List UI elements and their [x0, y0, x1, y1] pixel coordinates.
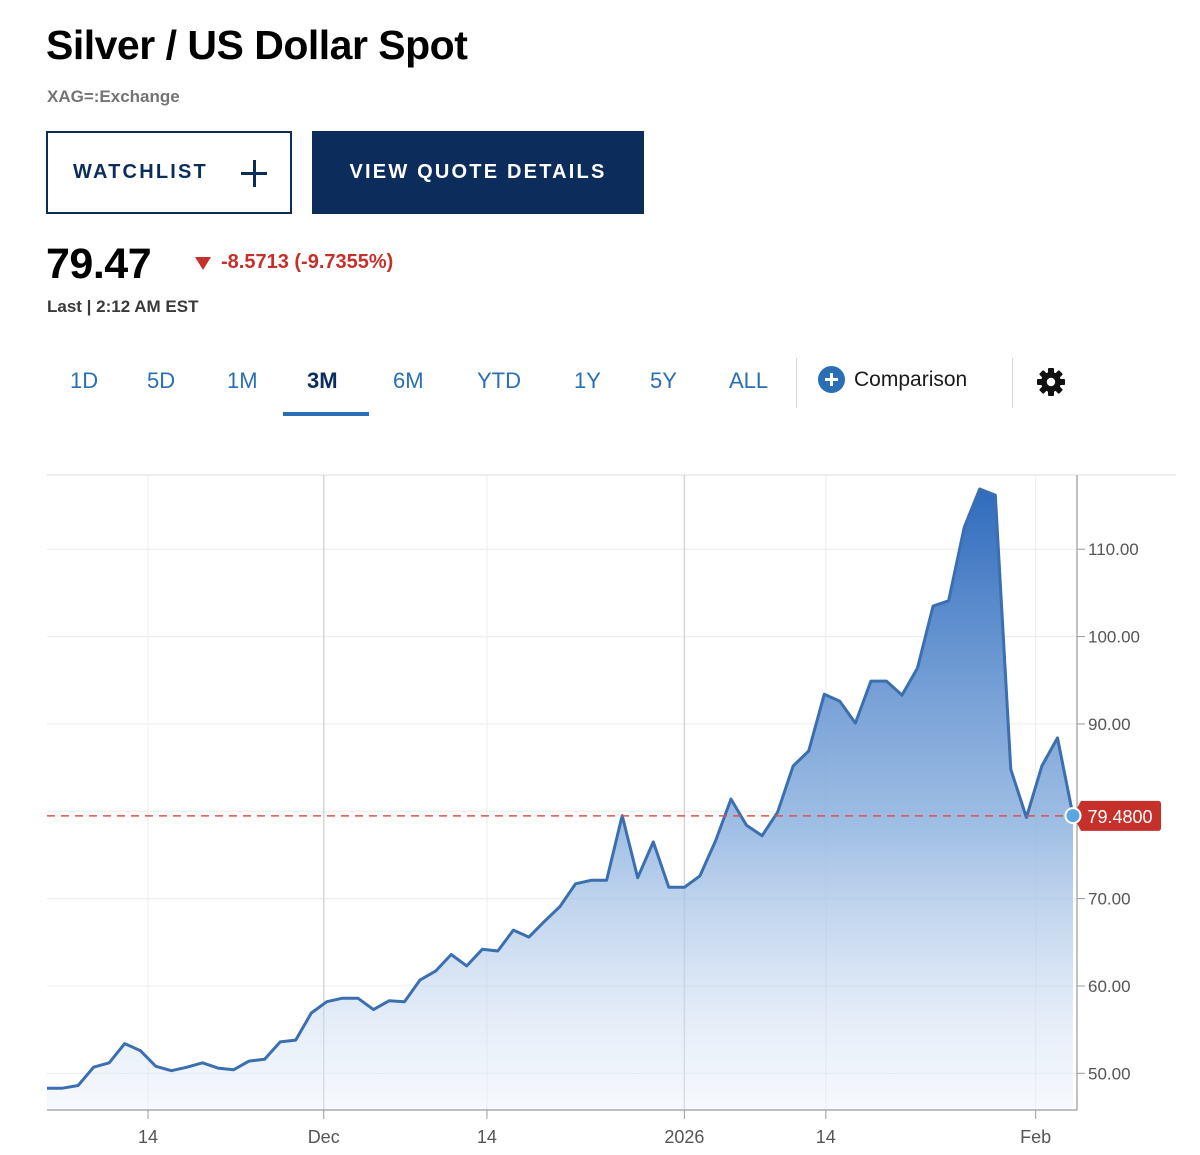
gear-icon[interactable] — [1035, 366, 1067, 398]
last-price: 79.47 — [46, 240, 152, 288]
x-tick-label: 2026 — [664, 1127, 704, 1147]
last-value-tag-bg — [1073, 800, 1161, 831]
watchlist-button[interactable]: WATCHLIST — [46, 131, 292, 214]
tab-ytd[interactable]: YTD — [477, 368, 521, 393]
x-tick-label: Feb — [1020, 1127, 1051, 1147]
y-tick-label: 70.00 — [1088, 890, 1131, 909]
comparison-button[interactable]: Comparison — [818, 366, 967, 393]
price-line — [47, 487, 1075, 1090]
chart-axes — [47, 475, 1085, 1119]
x-tick-label: 14 — [477, 1127, 497, 1147]
comparison-label: Comparison — [854, 367, 968, 391]
active-tab-indicator — [283, 412, 369, 416]
toolbar-divider — [796, 358, 797, 408]
down-arrow-icon — [195, 256, 211, 270]
last-updated: Last | 2:12 AM EST — [47, 297, 199, 316]
tab-5y[interactable]: 5Y — [650, 368, 677, 393]
add-circle-icon — [818, 366, 845, 393]
price-area — [47, 489, 1073, 1110]
symbol-label: XAG=:Exchange — [47, 87, 180, 106]
x-tick-label: Dec — [308, 1127, 340, 1147]
tab-3m[interactable]: 3M — [307, 368, 338, 393]
y-tick-label: 90.00 — [1088, 715, 1131, 734]
x-tick-label: 14 — [816, 1127, 836, 1147]
tab-1m[interactable]: 1M — [227, 368, 258, 393]
y-tick-label: 60.00 — [1088, 977, 1131, 996]
y-tick-label: 100.00 — [1088, 628, 1140, 647]
view-quote-details-button[interactable]: VIEW QUOTE DETAILS — [312, 131, 644, 214]
page-title: Silver / US Dollar Spot — [46, 22, 468, 68]
last-value-label: 79.4800 — [1087, 807, 1152, 827]
tab-all[interactable]: ALL — [729, 368, 769, 393]
y-tick-label: 110.00 — [1088, 540, 1139, 559]
watchlist-label: WATCHLIST — [73, 161, 208, 183]
last-value-tag: 79.4800 — [1073, 800, 1161, 831]
chart-labels: 50.0060.0070.0080.0090.00100.00110.0014D… — [138, 540, 1161, 1147]
tab-1d[interactable]: 1D — [70, 368, 99, 393]
price-change: -8.5713 (-9.7355%) — [195, 251, 393, 274]
tab-6m[interactable]: 6M — [393, 368, 424, 393]
toolbar-divider — [1012, 358, 1013, 408]
y-tick-label: 50.00 — [1088, 1064, 1131, 1083]
price-chart[interactable]: 50.0060.0070.0080.0090.00100.00110.0014D… — [0, 460, 1200, 1155]
tab-5d[interactable]: 5D — [147, 368, 176, 393]
view-quote-details-label: VIEW QUOTE DETAILS — [349, 161, 607, 183]
plus-icon — [241, 160, 269, 188]
x-tick-label: 14 — [138, 1127, 158, 1147]
last-point-marker — [1064, 807, 1082, 825]
price-change-value: -8.5713 (-9.7355%) — [221, 251, 394, 273]
tab-1y[interactable]: 1Y — [574, 368, 601, 393]
